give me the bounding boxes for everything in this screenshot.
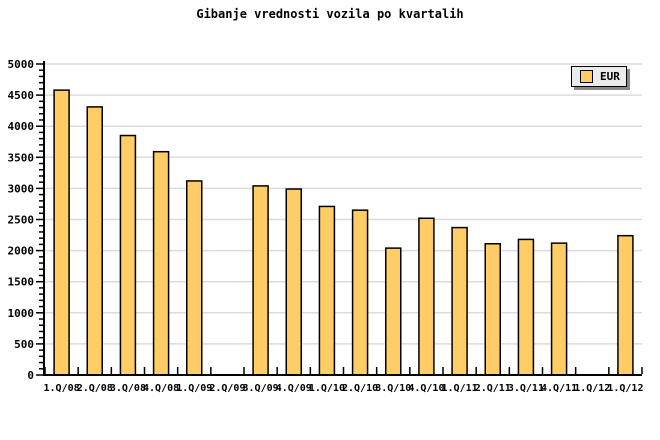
x-tick-label: 4.Q/09 bbox=[276, 383, 312, 394]
y-tick-label: 1500 bbox=[8, 276, 35, 289]
x-tick-label: 1.Q/09 bbox=[176, 383, 212, 394]
x-tick-label: 4.Q/08 bbox=[143, 383, 179, 394]
x-tick-label: 2.Q/09 bbox=[209, 383, 245, 394]
y-tick-label: 1000 bbox=[8, 307, 35, 320]
chart-title: Gibanje vrednosti vozila po kvartalih bbox=[196, 7, 464, 21]
bar bbox=[451, 226, 468, 376]
bar bbox=[152, 150, 170, 376]
x-tick-label: 3.Q/10 bbox=[375, 383, 411, 394]
legend: EUR bbox=[571, 66, 627, 87]
bar bbox=[186, 180, 203, 376]
x-tick-label: 1.Q/12 bbox=[607, 383, 643, 394]
bar bbox=[385, 247, 402, 376]
bar bbox=[53, 89, 70, 376]
x-tick-label: 1.Q/12 bbox=[574, 383, 610, 394]
y-tick-label: 3500 bbox=[8, 151, 35, 164]
bar bbox=[285, 188, 302, 376]
y-tick-label: 4000 bbox=[8, 120, 35, 133]
bar bbox=[617, 234, 634, 376]
bar bbox=[86, 106, 103, 376]
x-tick-label: 3.Q/09 bbox=[243, 383, 279, 394]
legend-swatch-icon bbox=[580, 70, 593, 83]
y-tick-label: 2000 bbox=[8, 245, 35, 258]
y-tick-label: 0 bbox=[27, 369, 34, 382]
x-tick-label: 1.Q/10 bbox=[309, 383, 345, 394]
x-tick-label: 2.Q/08 bbox=[77, 383, 113, 394]
y-tick-label: 500 bbox=[14, 338, 34, 351]
bar bbox=[318, 205, 336, 376]
y-tick-label: 4500 bbox=[8, 89, 35, 102]
y-tick-label: 5000 bbox=[8, 58, 35, 71]
x-tick-label: 3.Q/08 bbox=[110, 383, 146, 394]
x-tick-label: 2.Q/11 bbox=[475, 383, 511, 394]
x-tick-label: 4.Q/10 bbox=[408, 383, 444, 394]
bar bbox=[517, 238, 535, 376]
bar bbox=[252, 185, 269, 376]
y-tick-label: 3000 bbox=[8, 182, 35, 195]
bar bbox=[484, 243, 501, 376]
bar bbox=[351, 209, 369, 376]
bar bbox=[418, 217, 435, 376]
x-tick-label: 1.Q/08 bbox=[44, 383, 80, 394]
y-tick-label: 2500 bbox=[8, 214, 35, 227]
bar bbox=[550, 242, 568, 376]
x-tick-label: 4.Q/11 bbox=[541, 383, 577, 394]
legend-label: EUR bbox=[600, 70, 620, 83]
x-tick-label: 1.Q/11 bbox=[442, 383, 478, 394]
x-tick-label: 2.Q/10 bbox=[342, 383, 378, 394]
x-tick-label: 3.Q/11 bbox=[508, 383, 544, 394]
bar bbox=[119, 134, 137, 376]
